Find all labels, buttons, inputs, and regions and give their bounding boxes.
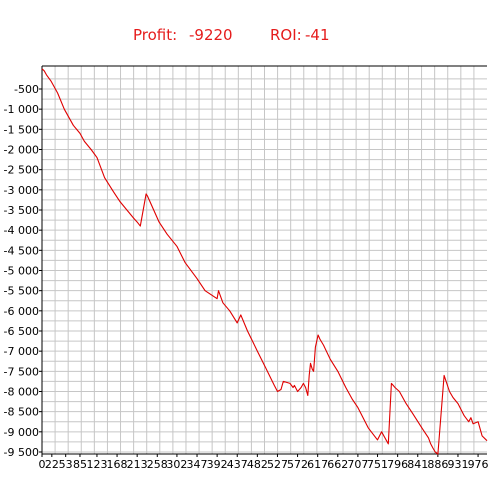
y-tick-label: -1 500 xyxy=(4,123,39,136)
x-tick-label: 53 xyxy=(59,458,73,471)
y-tick-label: -4 500 xyxy=(4,244,39,257)
x-tick-label: 707 xyxy=(347,458,368,471)
roi-value: -41 xyxy=(305,26,330,44)
profit-label: Profit: xyxy=(133,26,178,44)
y-tick-label: -5 500 xyxy=(4,285,39,298)
y-tick-label: -4 000 xyxy=(4,224,39,237)
x-tick-label: 796 xyxy=(387,458,408,471)
x-tick-label: 0 xyxy=(39,458,46,471)
profit-value: -9220 xyxy=(189,26,233,44)
x-tick-label: 168 xyxy=(107,458,128,471)
x-tick-label: 482 xyxy=(247,458,268,471)
x-tick-label: 662 xyxy=(327,458,348,471)
y-tick-label: -7 500 xyxy=(4,365,39,378)
y-tick-label: -9 500 xyxy=(4,446,39,459)
y-tick-label: -2 500 xyxy=(4,164,39,177)
x-tick-label: 437 xyxy=(227,458,248,471)
results-header: Profit: -9220 ROI: -41 xyxy=(0,26,500,50)
y-tick-label: -8 000 xyxy=(4,385,39,398)
y-tick-label: -3 500 xyxy=(4,204,39,217)
y-tick-label: -1 000 xyxy=(4,103,39,116)
x-tick-label: 213 xyxy=(127,458,148,471)
x-tick-label: 85 xyxy=(73,458,87,471)
x-tick-label: 347 xyxy=(187,458,208,471)
y-tick-label: -500 xyxy=(14,83,39,96)
y-tick-label: -7 000 xyxy=(4,345,39,358)
x-tick-label: 617 xyxy=(307,458,328,471)
x-tick-label: 258 xyxy=(147,458,168,471)
x-tick-label: 886 xyxy=(427,458,448,471)
x-tick-label: 527 xyxy=(267,458,288,471)
roi-label: ROI: xyxy=(270,26,302,44)
y-tick-label: -3 000 xyxy=(4,184,39,197)
x-tick-label: 841 xyxy=(407,458,428,471)
x-tick-label: 123 xyxy=(86,458,107,471)
x-tick-label: 572 xyxy=(287,458,308,471)
profit-series-line xyxy=(41,68,488,455)
y-tick-label: -6 000 xyxy=(4,305,39,318)
y-tick-label: -9 000 xyxy=(4,426,39,439)
x-tick-label: 392 xyxy=(207,458,228,471)
x-tick-label: 931 xyxy=(447,458,468,471)
y-tick-label: -6 500 xyxy=(4,325,39,338)
x-tick-label: 22 xyxy=(45,458,59,471)
y-tick-label: -5 000 xyxy=(4,264,39,277)
x-tick-label: 302 xyxy=(166,458,187,471)
x-tick-label: 751 xyxy=(367,458,388,471)
y-tick-label: -8 500 xyxy=(4,406,39,419)
x-tick-label: 976 xyxy=(468,458,489,471)
y-tick-label: -2 000 xyxy=(4,143,39,156)
